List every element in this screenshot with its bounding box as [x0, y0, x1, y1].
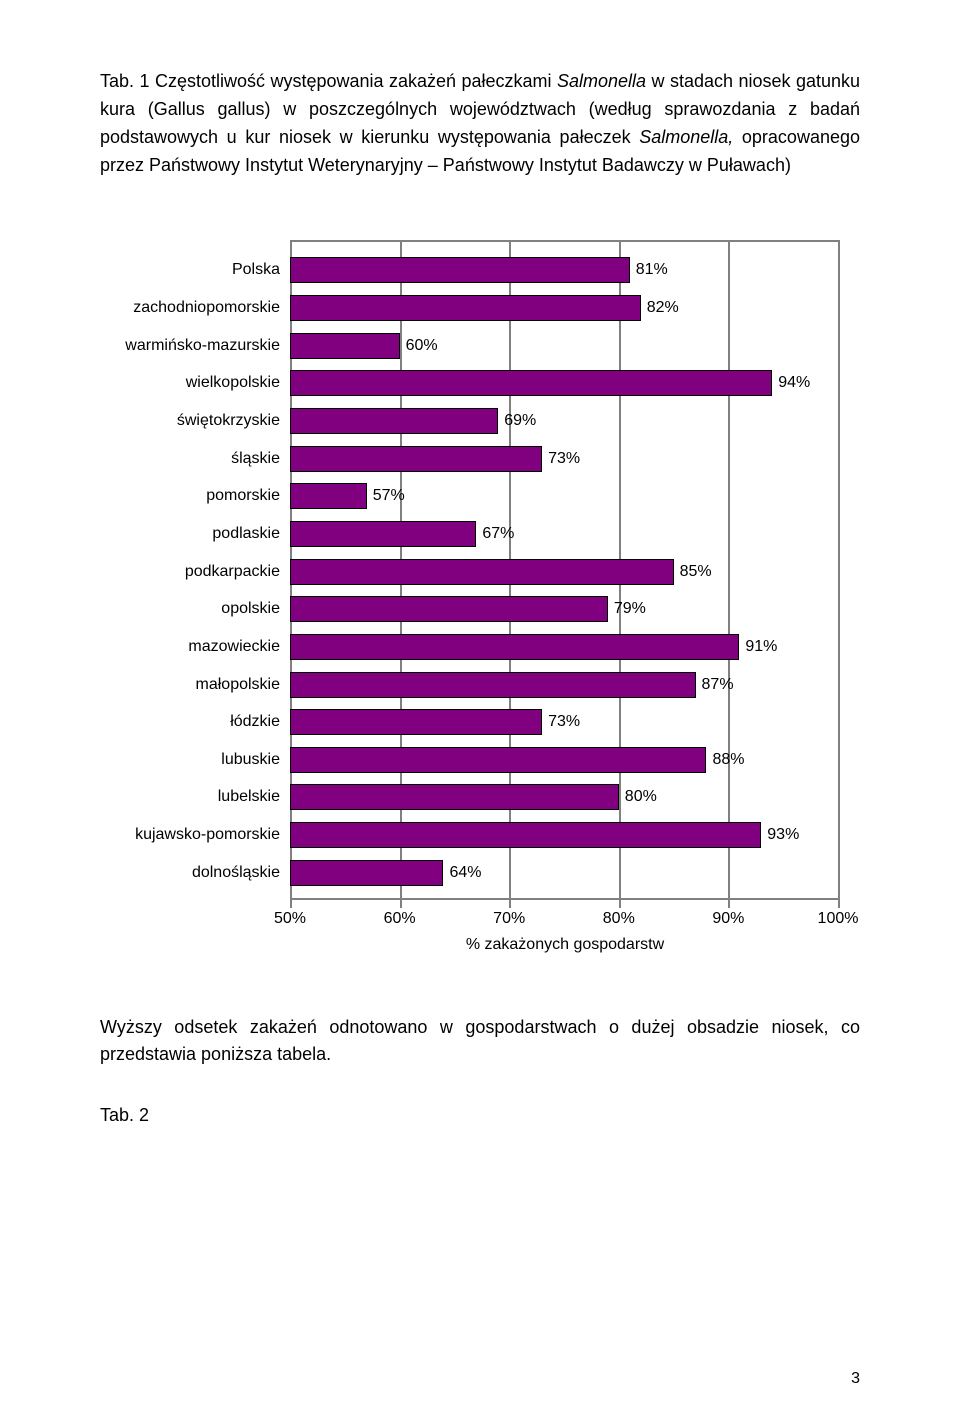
bar [290, 483, 367, 509]
category-label: dolnośląskie [192, 864, 290, 882]
bar-row: lubuskie88% [290, 747, 838, 773]
bar-value-label: 87% [702, 676, 734, 694]
bar-value-label: 79% [614, 600, 646, 618]
bar-row: kujawsko-pomorskie93% [290, 822, 838, 848]
category-label: kujawsko-pomorskie [135, 826, 290, 844]
plot-area: Polska81% zachodniopomorskie82% warmińsko-… [290, 240, 840, 900]
category-label: Polska [232, 261, 290, 279]
bar-row: małopolskie87% [290, 672, 838, 698]
bar-row: Polska81% [290, 257, 838, 283]
bar-row: lubelskie80% [290, 784, 838, 810]
bar-row: opolskie79% [290, 596, 838, 622]
bar [290, 747, 706, 773]
bar-value-label: 82% [647, 299, 679, 317]
x-tick-label: 60% [384, 910, 416, 928]
x-tick [728, 900, 730, 908]
x-tick-row: 50%60%70%80%90%100% [290, 900, 838, 930]
bar-value-label: 60% [406, 337, 438, 355]
bar-value-label: 69% [504, 412, 536, 430]
table-2-label: Tab. 2 [100, 1105, 860, 1126]
bar [290, 709, 542, 735]
bar-value-label: 88% [712, 751, 744, 769]
table-1-caption: Tab. 1 Częstotliwość występowania zakaże… [100, 68, 860, 180]
x-axis-title: % zakażonych gospodarstw [290, 936, 840, 954]
bar [290, 596, 608, 622]
bar [290, 634, 739, 660]
x-tick [290, 900, 292, 908]
bar [290, 784, 619, 810]
category-label: opolskie [221, 600, 290, 618]
bar-row: warmińsko-mazurskie60% [290, 333, 838, 359]
category-label: zachodniopomorskie [133, 299, 290, 317]
bar-value-label: 64% [449, 864, 481, 882]
bar-row: pomorskie57% [290, 483, 838, 509]
caption-text: Tab. 1 Częstotliwość występowania zakaże… [100, 71, 557, 91]
bar [290, 860, 443, 886]
bar-value-label: 73% [548, 713, 580, 731]
x-tick [509, 900, 511, 908]
bar-row: śląskie73% [290, 446, 838, 472]
x-tick-label: 70% [493, 910, 525, 928]
x-tick-label: 50% [274, 910, 306, 928]
category-label: śląskie [231, 450, 290, 468]
category-label: mazowieckie [188, 638, 290, 656]
caption-italic-2: Salmonella, [639, 127, 733, 147]
bar-row: mazowieckie91% [290, 634, 838, 660]
page: Tab. 1 Częstotliwość występowania zakaże… [0, 0, 960, 1416]
bar [290, 295, 641, 321]
x-tick-label: 90% [712, 910, 744, 928]
bar-row: świętokrzyskie69% [290, 408, 838, 434]
bar [290, 370, 772, 396]
x-tick [838, 900, 840, 908]
bar-value-label: 67% [482, 525, 514, 543]
category-label: podlaskie [212, 525, 290, 543]
bar-value-label: 91% [745, 638, 777, 656]
x-tick [400, 900, 402, 908]
bar-value-label: 81% [636, 261, 668, 279]
bar-row: wielkopolskie94% [290, 370, 838, 396]
bar-value-label: 93% [767, 826, 799, 844]
bar [290, 257, 630, 283]
x-tick-label: 100% [818, 910, 859, 928]
category-label: lubelskie [218, 788, 290, 806]
bar-value-label: 80% [625, 788, 657, 806]
x-tick [619, 900, 621, 908]
category-label: małopolskie [196, 676, 290, 694]
bar-row: dolnośląskie64% [290, 860, 838, 886]
bar-value-label: 94% [778, 374, 810, 392]
bar [290, 822, 761, 848]
category-label: warmińsko-mazurskie [125, 337, 290, 355]
footer-paragraph: Wyższy odsetek zakażeń odnotowano w gosp… [100, 1014, 860, 1070]
bar-row: podlaskie67% [290, 521, 838, 547]
bar-value-label: 57% [373, 487, 405, 505]
bar [290, 333, 400, 359]
plot-inner: Polska81% zachodniopomorskie82% warmińsko-… [290, 242, 838, 900]
grid-line [838, 242, 840, 900]
page-number: 3 [851, 1370, 860, 1388]
bar [290, 446, 542, 472]
category-label: podkarpackie [185, 563, 290, 581]
bar-value-label: 73% [548, 450, 580, 468]
bar [290, 408, 498, 434]
bar [290, 672, 696, 698]
bar [290, 559, 674, 585]
category-label: wielkopolskie [186, 374, 290, 392]
bar-row: łódzkie73% [290, 709, 838, 735]
x-tick-label: 80% [603, 910, 635, 928]
category-label: świętokrzyskie [177, 412, 290, 430]
bar-chart: Polska81%zachodniopomorskie82%warmińsko-… [120, 240, 840, 954]
bar-row: podkarpackie85% [290, 559, 838, 585]
bar [290, 521, 476, 547]
category-label: łódzkie [230, 713, 290, 731]
category-label: lubuskie [221, 751, 290, 769]
category-label: pomorskie [206, 487, 290, 505]
bar-row: zachodniopomorskie82% [290, 295, 838, 321]
bar-value-label: 85% [680, 563, 712, 581]
caption-italic-1: Salmonella [557, 71, 646, 91]
